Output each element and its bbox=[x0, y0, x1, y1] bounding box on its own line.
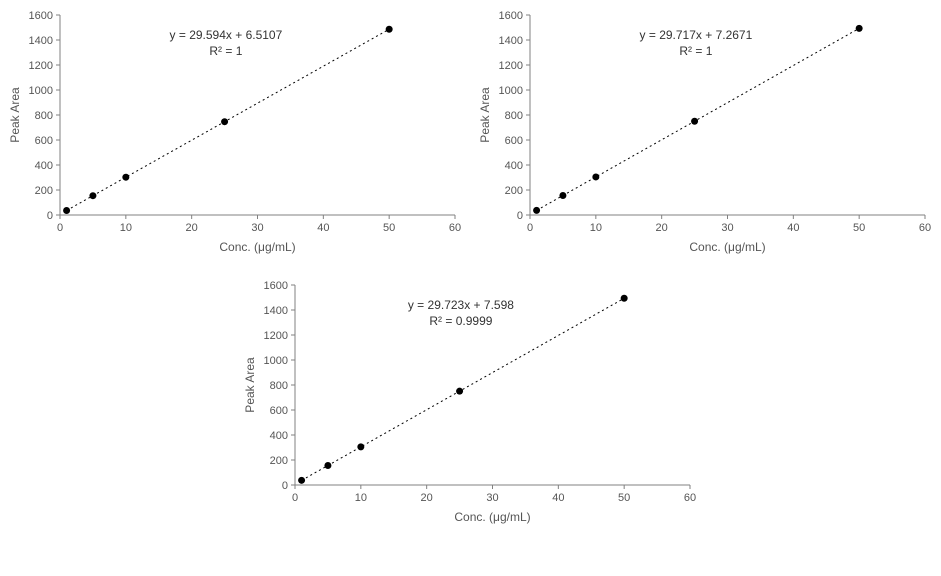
equation-line2: R² = 0.9999 bbox=[429, 314, 492, 328]
y-tick-label: 0 bbox=[47, 210, 53, 222]
y-axis-label: Peak Area bbox=[8, 87, 22, 143]
y-tick-label: 600 bbox=[35, 135, 53, 147]
y-tick-label: 1600 bbox=[499, 10, 523, 22]
data-point bbox=[456, 388, 463, 395]
x-tick-label: 20 bbox=[186, 222, 198, 234]
data-point bbox=[221, 118, 228, 125]
x-axis-label: Conc. (μg/mL) bbox=[454, 510, 530, 524]
data-point bbox=[298, 477, 305, 484]
data-point bbox=[386, 26, 393, 33]
data-point bbox=[559, 192, 566, 199]
data-point bbox=[63, 207, 70, 214]
y-tick-label: 1200 bbox=[264, 330, 288, 342]
y-tick-label: 0 bbox=[282, 480, 288, 492]
data-point bbox=[122, 174, 129, 181]
y-tick-label: 1400 bbox=[499, 35, 523, 47]
chart-svg: 0102030405060020040060080010001200140016… bbox=[475, 5, 935, 260]
x-tick-label: 50 bbox=[383, 222, 395, 234]
equation-line2: R² = 1 bbox=[679, 44, 712, 58]
equation-line1: y = 29.717x + 7.2671 bbox=[640, 28, 753, 42]
y-tick-label: 800 bbox=[505, 110, 523, 122]
data-point bbox=[89, 192, 96, 199]
y-tick-label: 200 bbox=[35, 185, 53, 197]
x-tick-label: 60 bbox=[449, 222, 461, 234]
y-tick-label: 600 bbox=[270, 405, 288, 417]
data-point bbox=[324, 462, 331, 469]
x-axis-label: Conc. (μg/mL) bbox=[219, 240, 295, 254]
equation-line1: y = 29.594x + 6.5107 bbox=[170, 28, 283, 42]
x-axis-label: Conc. (μg/mL) bbox=[689, 240, 765, 254]
y-tick-label: 800 bbox=[35, 110, 53, 122]
x-tick-label: 10 bbox=[355, 492, 367, 504]
x-tick-label: 0 bbox=[57, 222, 63, 234]
x-tick-label: 0 bbox=[292, 492, 298, 504]
y-tick-label: 1000 bbox=[29, 85, 53, 97]
x-tick-label: 60 bbox=[919, 222, 931, 234]
equation-line2: R² = 1 bbox=[209, 44, 242, 58]
x-tick-label: 30 bbox=[251, 222, 263, 234]
y-tick-label: 200 bbox=[505, 185, 523, 197]
y-tick-label: 200 bbox=[270, 455, 288, 467]
x-tick-label: 30 bbox=[721, 222, 733, 234]
x-tick-label: 10 bbox=[120, 222, 132, 234]
y-tick-label: 1400 bbox=[264, 305, 288, 317]
panel-bottom-center: 0102030405060020040060080010001200140016… bbox=[240, 275, 700, 530]
axes bbox=[60, 15, 455, 215]
y-tick-label: 600 bbox=[505, 135, 523, 147]
y-tick-label: 0 bbox=[517, 210, 523, 222]
data-point bbox=[357, 443, 364, 450]
y-tick-label: 400 bbox=[35, 160, 53, 172]
chart-svg: 0102030405060020040060080010001200140016… bbox=[5, 5, 465, 260]
y-tick-label: 400 bbox=[270, 430, 288, 442]
data-point bbox=[691, 118, 698, 125]
x-tick-label: 20 bbox=[421, 492, 433, 504]
y-tick-label: 1200 bbox=[29, 60, 53, 72]
data-point bbox=[533, 207, 540, 214]
panel-top-left: 0102030405060020040060080010001200140016… bbox=[5, 5, 465, 260]
y-tick-label: 1400 bbox=[29, 35, 53, 47]
y-tick-label: 800 bbox=[270, 380, 288, 392]
chart-svg: 0102030405060020040060080010001200140016… bbox=[240, 275, 700, 530]
panel-top-right: 0102030405060020040060080010001200140016… bbox=[475, 5, 935, 260]
x-tick-label: 60 bbox=[684, 492, 696, 504]
y-tick-label: 1200 bbox=[499, 60, 523, 72]
x-tick-label: 0 bbox=[527, 222, 533, 234]
data-point bbox=[856, 25, 863, 32]
x-tick-label: 50 bbox=[853, 222, 865, 234]
figure-container: 0102030405060020040060080010001200140016… bbox=[0, 0, 941, 576]
x-tick-label: 40 bbox=[552, 492, 564, 504]
equation-line1: y = 29.723x + 7.598 bbox=[408, 298, 514, 312]
data-point bbox=[592, 173, 599, 180]
y-tick-label: 1000 bbox=[499, 85, 523, 97]
x-tick-label: 20 bbox=[656, 222, 668, 234]
x-tick-label: 50 bbox=[618, 492, 630, 504]
y-axis-label: Peak Area bbox=[478, 87, 492, 143]
data-point bbox=[621, 295, 628, 302]
y-tick-label: 400 bbox=[505, 160, 523, 172]
x-tick-label: 40 bbox=[787, 222, 799, 234]
y-tick-label: 1000 bbox=[264, 355, 288, 367]
y-tick-label: 1600 bbox=[264, 280, 288, 292]
x-tick-label: 30 bbox=[486, 492, 498, 504]
x-tick-label: 40 bbox=[317, 222, 329, 234]
axes bbox=[295, 285, 690, 485]
y-tick-label: 1600 bbox=[29, 10, 53, 22]
x-tick-label: 10 bbox=[590, 222, 602, 234]
axes bbox=[530, 15, 925, 215]
y-axis-label: Peak Area bbox=[243, 357, 257, 413]
